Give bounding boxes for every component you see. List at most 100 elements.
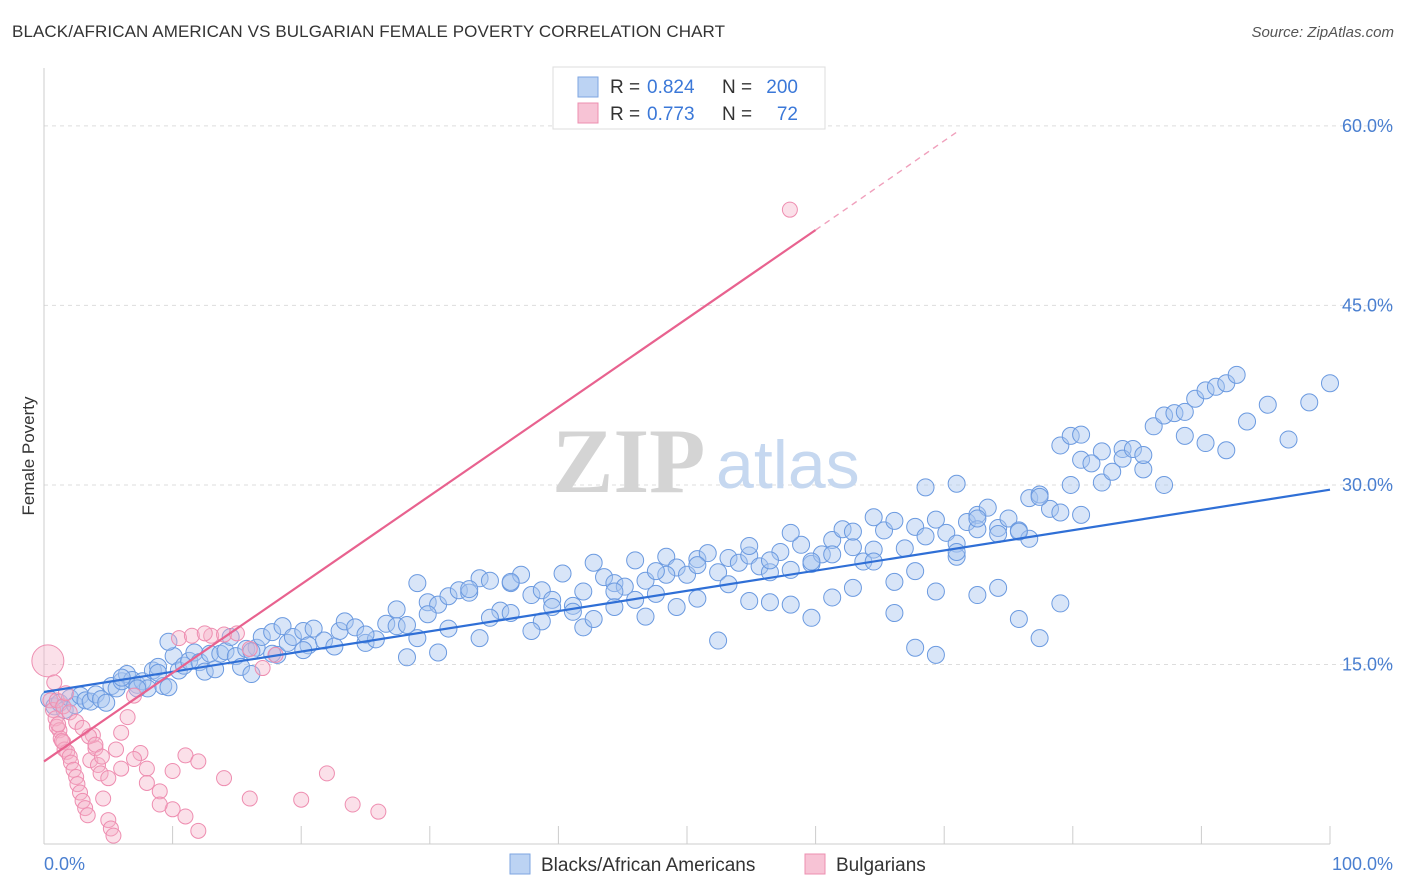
blue-point-99	[812, 545, 831, 564]
pink-trend-dashed	[815, 131, 958, 231]
blue-point-201	[885, 604, 904, 623]
pink-point-41	[241, 640, 258, 657]
blue-point-42	[263, 623, 282, 642]
blue-point-162	[1196, 434, 1215, 453]
legend-blue-r: 0.824	[647, 77, 695, 98]
blue-point-199	[843, 522, 862, 541]
blue-point-80	[615, 577, 634, 596]
legend-bottom: Blacks/African Americans Bulgarians	[509, 853, 926, 876]
blue-point-200	[864, 508, 883, 527]
blue-point-190	[646, 562, 665, 581]
blue-point-74	[553, 564, 572, 583]
blue-point-176	[356, 625, 375, 644]
pink-point-36	[177, 808, 194, 825]
blue-point-126	[470, 629, 489, 648]
blue-point-208	[1030, 487, 1049, 506]
blue-point-146	[968, 586, 987, 605]
blue-point-34	[216, 642, 235, 661]
blue-point-172	[159, 632, 178, 651]
blue-point-68	[491, 601, 510, 620]
blue-point-90	[719, 548, 738, 567]
pink-point-69	[781, 201, 798, 218]
blue-point-59	[397, 615, 416, 634]
blue-point-183	[501, 572, 520, 591]
blue-point-91	[729, 553, 748, 572]
trend-lines	[43, 131, 1331, 763]
blue-point-143	[906, 562, 925, 581]
legend-bottom-blue-label: Blacks/African Americans	[541, 855, 755, 876]
pink-point-30	[119, 709, 136, 726]
pink-point-58	[138, 774, 155, 791]
axes	[43, 68, 1331, 845]
blue-point-134	[709, 631, 728, 650]
blue-point-217	[1134, 446, 1153, 465]
blue-point-164	[1238, 412, 1257, 431]
blue-point-139	[823, 588, 842, 607]
y-tick-label-0: 15.0%	[1342, 654, 1393, 674]
blue-point-138	[802, 608, 821, 627]
blue-point-122	[1051, 503, 1070, 522]
pink-point-68	[370, 803, 387, 820]
legend-blue-swatch	[577, 76, 599, 98]
pink-point-33	[138, 760, 155, 777]
blue-point-71	[522, 586, 541, 605]
pink-point-32	[132, 745, 149, 762]
pink-point-65	[293, 791, 310, 808]
blue-point-181	[460, 580, 479, 599]
pink-point-49	[61, 704, 78, 721]
legend-blue-r-label: R =	[610, 77, 640, 98]
chart-title: BLACK/AFRICAN AMERICAN VS BULGARIAN FEMA…	[12, 22, 726, 41]
blue-point-67	[480, 571, 499, 590]
blue-point-121	[1040, 499, 1059, 518]
blue-point-163	[1217, 441, 1236, 460]
blue-point-169	[112, 668, 131, 687]
blue-point-11	[97, 693, 116, 712]
blue-point-178	[408, 574, 427, 593]
blue-point-156	[1072, 450, 1091, 469]
blue-point-53	[335, 612, 354, 631]
pink-point-46	[196, 625, 213, 642]
pink-point-48	[55, 698, 72, 715]
blue-point-93	[750, 557, 769, 576]
blue-point-88	[698, 544, 717, 563]
legend-blue-n: 200	[766, 77, 798, 98]
legend-bottom-pink-swatch	[804, 853, 826, 875]
blue-point-212	[1082, 454, 1101, 473]
blue-point-73	[543, 590, 562, 609]
blue-point-85	[667, 558, 686, 577]
pink-point-1	[42, 692, 59, 709]
blue-point-107	[895, 539, 914, 558]
pink-point-70	[46, 674, 63, 691]
pink-point-56	[113, 760, 130, 777]
blue-point-191	[667, 598, 686, 617]
blue-point-125	[429, 643, 448, 662]
blue-point-135	[740, 592, 759, 611]
blue-point-204	[947, 542, 966, 561]
y-tick-labels: 15.0% 30.0% 45.0% 60.0%	[1342, 116, 1393, 675]
blue-point-54	[346, 618, 365, 637]
x-tick-label-0: 0.0%	[44, 854, 85, 874]
blue-point-179	[418, 605, 437, 624]
blue-point-52	[330, 621, 349, 640]
blue-point-198	[823, 545, 842, 564]
blue-point-157	[1092, 442, 1111, 461]
blue-point-203	[926, 645, 945, 664]
blue-point-148	[1009, 609, 1028, 628]
blue-point-197	[802, 552, 821, 571]
blue-point-102	[843, 538, 862, 557]
legend-pink-swatch	[577, 102, 599, 124]
pink-point-55	[100, 770, 117, 787]
legend-pink-r-label: R =	[610, 104, 640, 125]
blue-point-49	[304, 619, 323, 638]
pink-point-45	[183, 627, 200, 644]
blue-point-167	[1300, 393, 1319, 412]
x-tick-label-1: 100.0%	[1332, 854, 1393, 874]
blue-point-202	[906, 638, 925, 657]
blue-point-77	[584, 553, 603, 572]
blue-point-158	[1113, 440, 1132, 459]
blue-point-184	[522, 621, 541, 640]
blue-point-45	[278, 633, 297, 652]
pink-point-37	[190, 822, 207, 839]
pink-point-44	[171, 630, 188, 647]
blue-point-219	[1155, 406, 1174, 425]
